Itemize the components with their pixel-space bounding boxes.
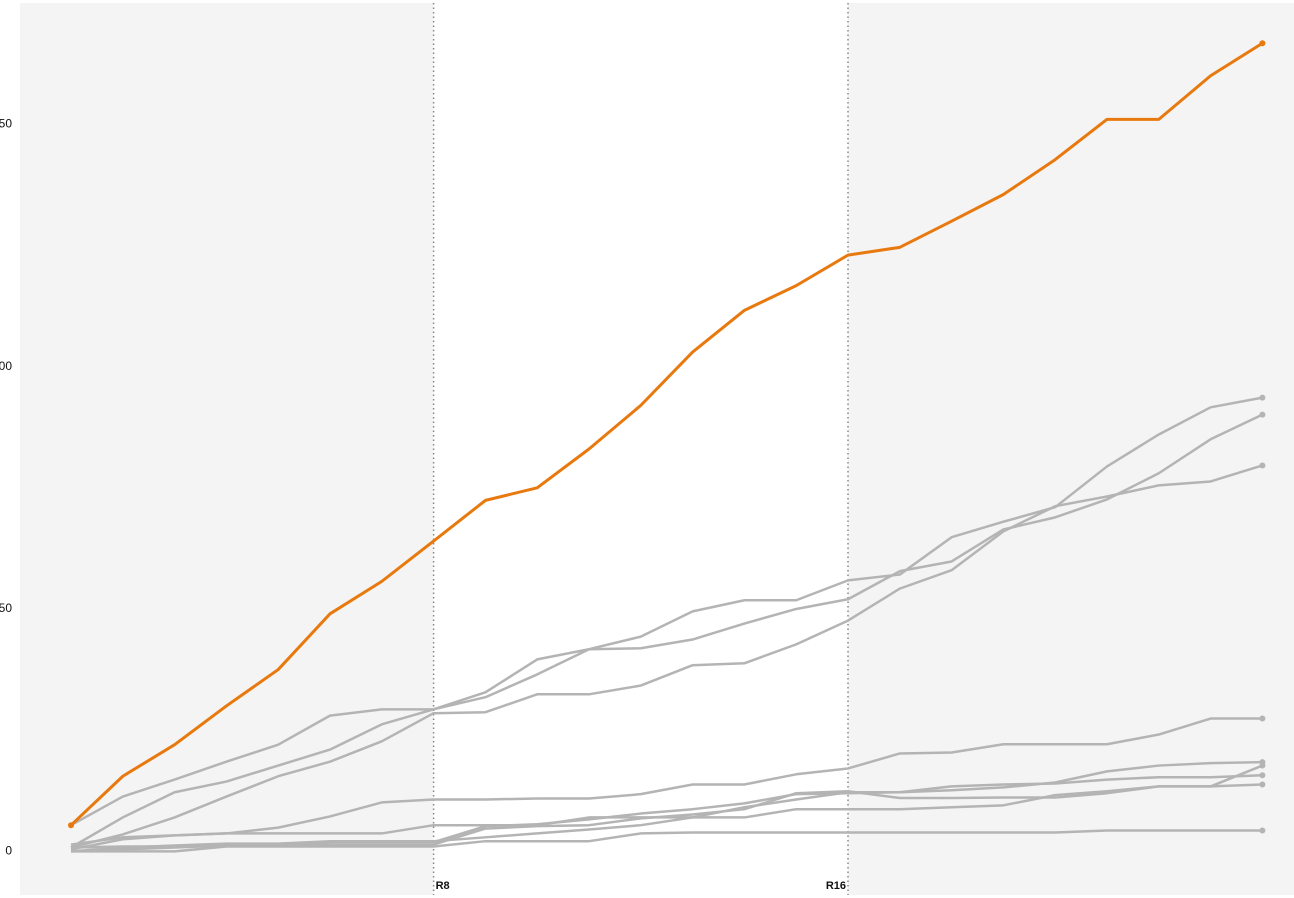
y-tick-label: 150 bbox=[0, 116, 12, 130]
series-line bbox=[69, 41, 1264, 827]
x-tick-label: R8 bbox=[436, 880, 450, 892]
series-line bbox=[70, 464, 1263, 849]
series-line bbox=[70, 717, 1263, 851]
end-dot bbox=[1259, 462, 1266, 469]
end-dot bbox=[1259, 781, 1266, 788]
series-line bbox=[70, 760, 1263, 853]
series-line bbox=[70, 413, 1263, 849]
x-tick-label: R16 bbox=[826, 880, 846, 892]
series-line bbox=[70, 764, 1263, 846]
end-dot bbox=[1259, 40, 1266, 47]
end-dot bbox=[1259, 759, 1266, 766]
end-dot bbox=[1259, 394, 1266, 401]
series-line bbox=[70, 396, 1263, 827]
end-dot bbox=[1259, 715, 1266, 722]
y-tick-label: 50 bbox=[0, 601, 12, 615]
y-tick-label: 100 bbox=[0, 359, 12, 373]
end-dot bbox=[1259, 772, 1266, 779]
end-dot bbox=[1259, 827, 1266, 834]
highlight-band bbox=[433, 3, 848, 895]
y-tick-label: 0 bbox=[5, 844, 12, 858]
start-dot bbox=[68, 822, 74, 829]
end-dot bbox=[1259, 411, 1266, 418]
